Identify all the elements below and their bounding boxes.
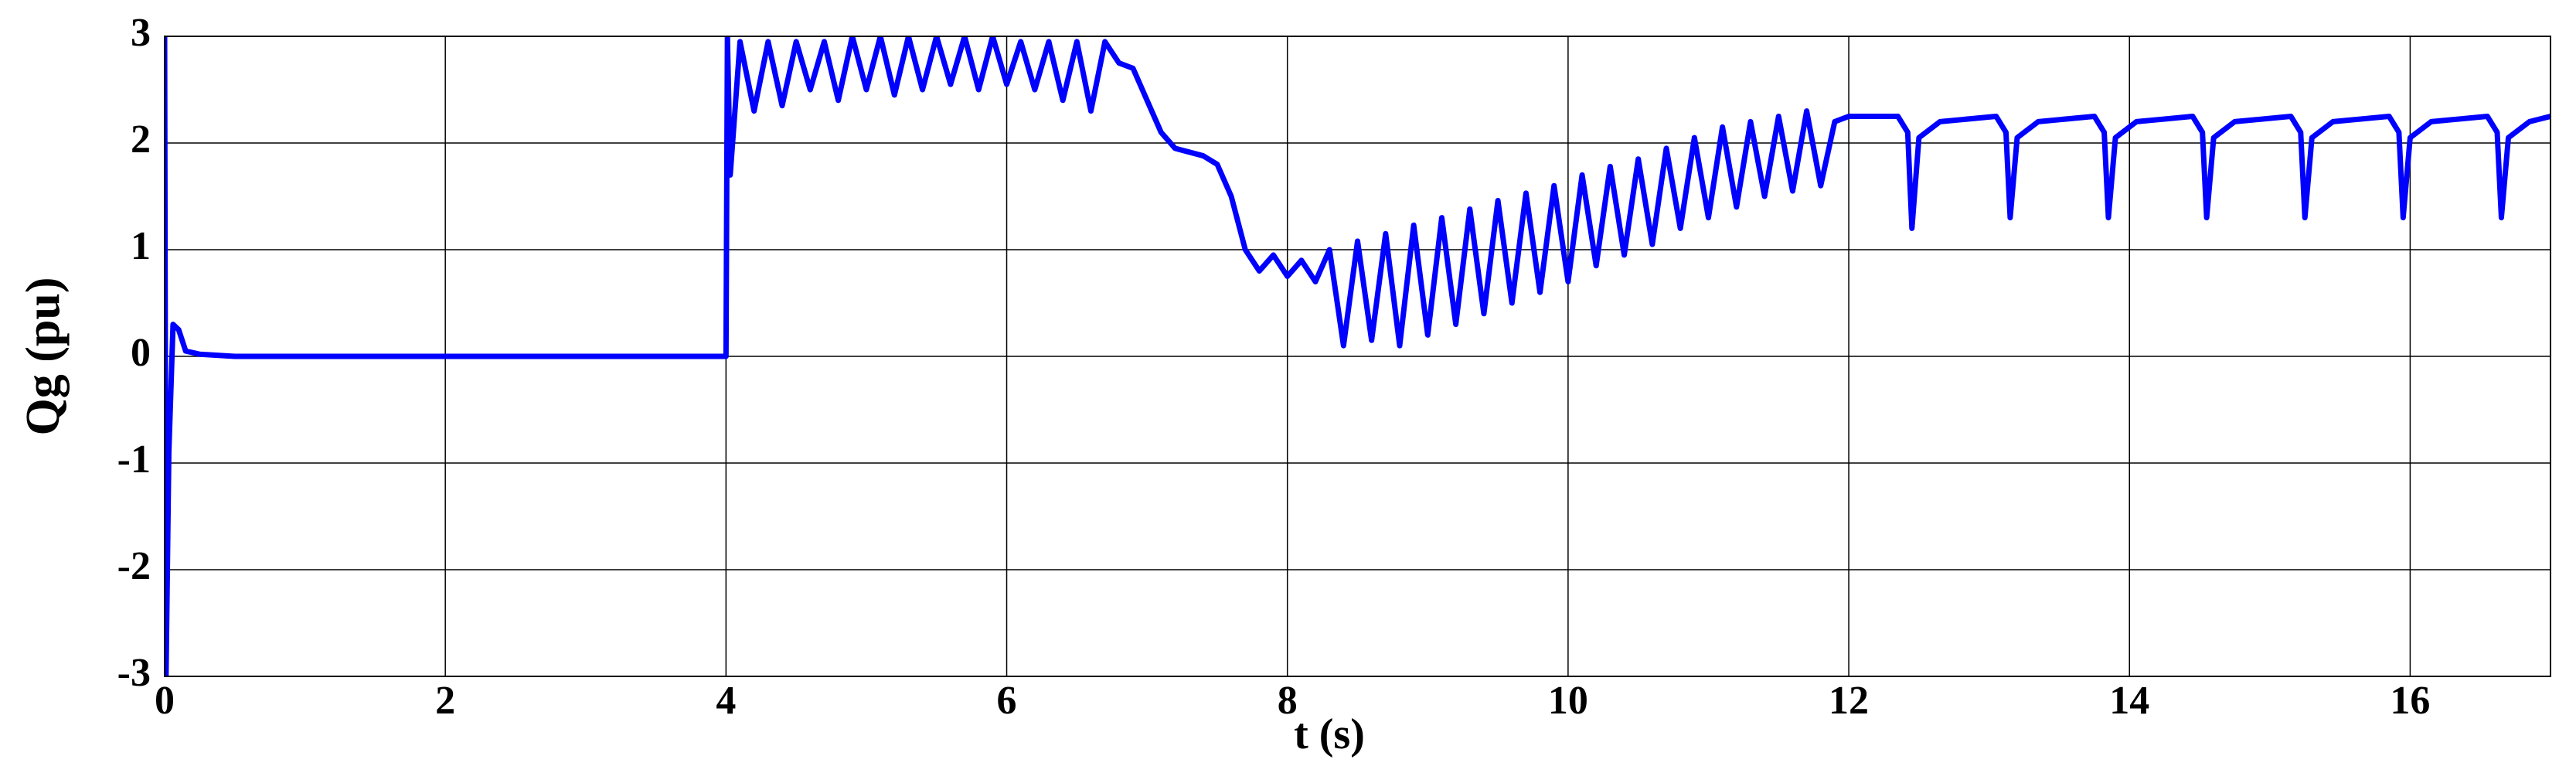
y-tick-label: 2 (131, 117, 151, 162)
y-tick-label: -2 (117, 544, 151, 588)
x-tick-label: 8 (1278, 679, 1298, 723)
x-tick-label: 12 (1829, 679, 1869, 723)
y-tick-label: -1 (117, 438, 151, 482)
data-line (165, 36, 2550, 676)
x-tick-label: 10 (1548, 679, 1588, 723)
y-tick-label: 3 (131, 11, 151, 55)
x-tick-label: 6 (997, 679, 1017, 723)
x-tick-label: 14 (2109, 679, 2149, 723)
y-tick-label: 1 (131, 224, 151, 268)
x-tick-label: 16 (2390, 679, 2430, 723)
y-axis-label: Qg (pu) (17, 278, 70, 436)
x-tick-label: 0 (155, 679, 175, 723)
x-tick-label: 4 (716, 679, 736, 723)
y-tick-label: -3 (117, 651, 151, 695)
x-tick-label: 2 (435, 679, 455, 723)
plot-frame (164, 36, 2551, 677)
y-tick-label: 0 (131, 331, 151, 375)
x-axis-label: t (s) (1294, 710, 1365, 758)
